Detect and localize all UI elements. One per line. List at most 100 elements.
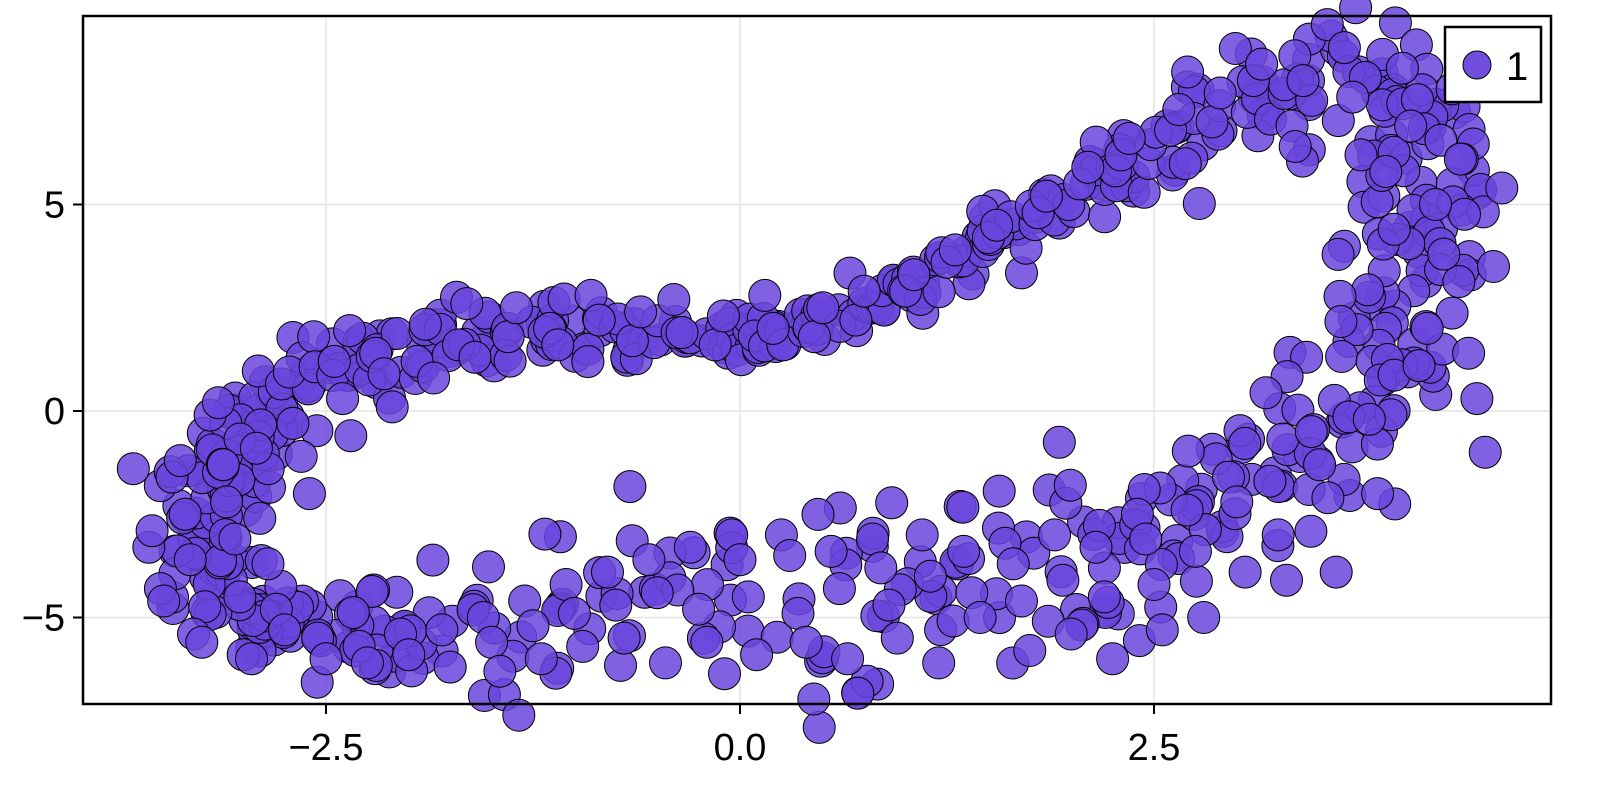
data-point: [1038, 518, 1072, 552]
data-point: [673, 530, 707, 564]
data-point: [1410, 311, 1444, 345]
data-point: [947, 534, 981, 568]
data-point: [566, 629, 600, 663]
data-point: [375, 390, 409, 424]
data-point: [1129, 522, 1163, 556]
data-point: [1485, 171, 1519, 205]
data-point: [223, 580, 257, 614]
data-point: [1170, 493, 1204, 527]
data-point: [557, 596, 591, 630]
data-point: [326, 382, 360, 416]
data-point: [946, 490, 980, 524]
data-point: [1402, 349, 1436, 383]
data-point: [416, 543, 450, 577]
data-point: [1029, 179, 1063, 213]
legend-box: [1443, 25, 1543, 104]
data-point: [1112, 121, 1146, 155]
data-point: [1245, 47, 1279, 81]
data-point: [1054, 617, 1088, 651]
data-point: [938, 233, 972, 267]
data-point: [864, 551, 898, 585]
data-point: [1179, 564, 1213, 598]
data-point: [1460, 382, 1494, 416]
data-point: [408, 307, 442, 341]
data-point: [1266, 422, 1300, 456]
data-point: [1477, 250, 1510, 283]
data-point: [168, 497, 202, 531]
data-point: [458, 340, 492, 374]
data-point: [723, 543, 757, 577]
data-point: [1352, 402, 1386, 436]
data-point: [872, 588, 906, 622]
data-point: [1321, 237, 1355, 271]
data-point: [1249, 376, 1283, 410]
data-point: [239, 431, 273, 465]
data-point: [822, 572, 856, 606]
data-point: [1443, 142, 1477, 176]
data-point: [491, 320, 525, 354]
data-point: [1145, 613, 1179, 647]
data-point: [773, 539, 807, 572]
data-point: [789, 625, 823, 659]
data-point: [801, 497, 835, 531]
data-point: [1228, 426, 1262, 460]
x-tick-label: 2.5: [1128, 727, 1181, 769]
data-point: [1303, 448, 1337, 482]
data-point: [615, 324, 649, 358]
data-point: [433, 650, 467, 684]
data-point: [206, 448, 240, 482]
data-point: [649, 646, 682, 680]
data-point: [1351, 273, 1385, 307]
data-point: [276, 406, 310, 440]
legend: 1: [1443, 25, 1543, 104]
data-point: [116, 452, 150, 486]
data-point: [1278, 130, 1312, 163]
y-tick-label: 5: [44, 185, 65, 227]
data-point: [163, 444, 197, 478]
data-point: [1079, 530, 1113, 564]
data-point: [173, 543, 207, 577]
y-axis-ticks: −5 0 5: [22, 185, 83, 640]
data-point: [1087, 580, 1121, 614]
data-point: [528, 517, 562, 551]
data-point: [1137, 568, 1171, 601]
data-point: [963, 601, 997, 634]
data-point: [135, 514, 169, 548]
data-point: [350, 646, 384, 680]
data-point: [682, 592, 716, 626]
y-tick-label: −5: [22, 598, 65, 640]
data-point: [185, 625, 219, 659]
data-point: [218, 522, 252, 556]
data-point: [292, 477, 326, 511]
data-point: [1071, 150, 1105, 184]
data-point: [1270, 563, 1303, 597]
data-point: [1046, 563, 1080, 597]
data-point: [1171, 55, 1205, 89]
data-point: [1218, 32, 1252, 65]
data-point: [748, 278, 782, 312]
data-point: [756, 311, 790, 345]
data-point: [367, 357, 401, 391]
data-point: [847, 274, 881, 308]
y-tick-label: 0: [44, 391, 65, 433]
data-point: [392, 638, 426, 672]
data-point: [417, 361, 451, 395]
data-point: [922, 646, 956, 680]
data-point: [996, 547, 1030, 581]
data-point: [632, 543, 666, 577]
data-point: [708, 657, 741, 691]
data-point: [607, 621, 641, 655]
data-point: [1394, 109, 1428, 143]
data-point: [524, 642, 558, 676]
data-point: [571, 345, 605, 379]
data-point: [1468, 435, 1502, 469]
x-tick-label: −2.5: [288, 727, 363, 769]
data-point: [1344, 138, 1378, 172]
data-point: [582, 303, 616, 337]
data-point: [1182, 187, 1216, 220]
data-point: [875, 486, 909, 520]
data-point: [913, 559, 947, 593]
data-point: [1311, 481, 1345, 515]
data-point: [841, 676, 875, 710]
